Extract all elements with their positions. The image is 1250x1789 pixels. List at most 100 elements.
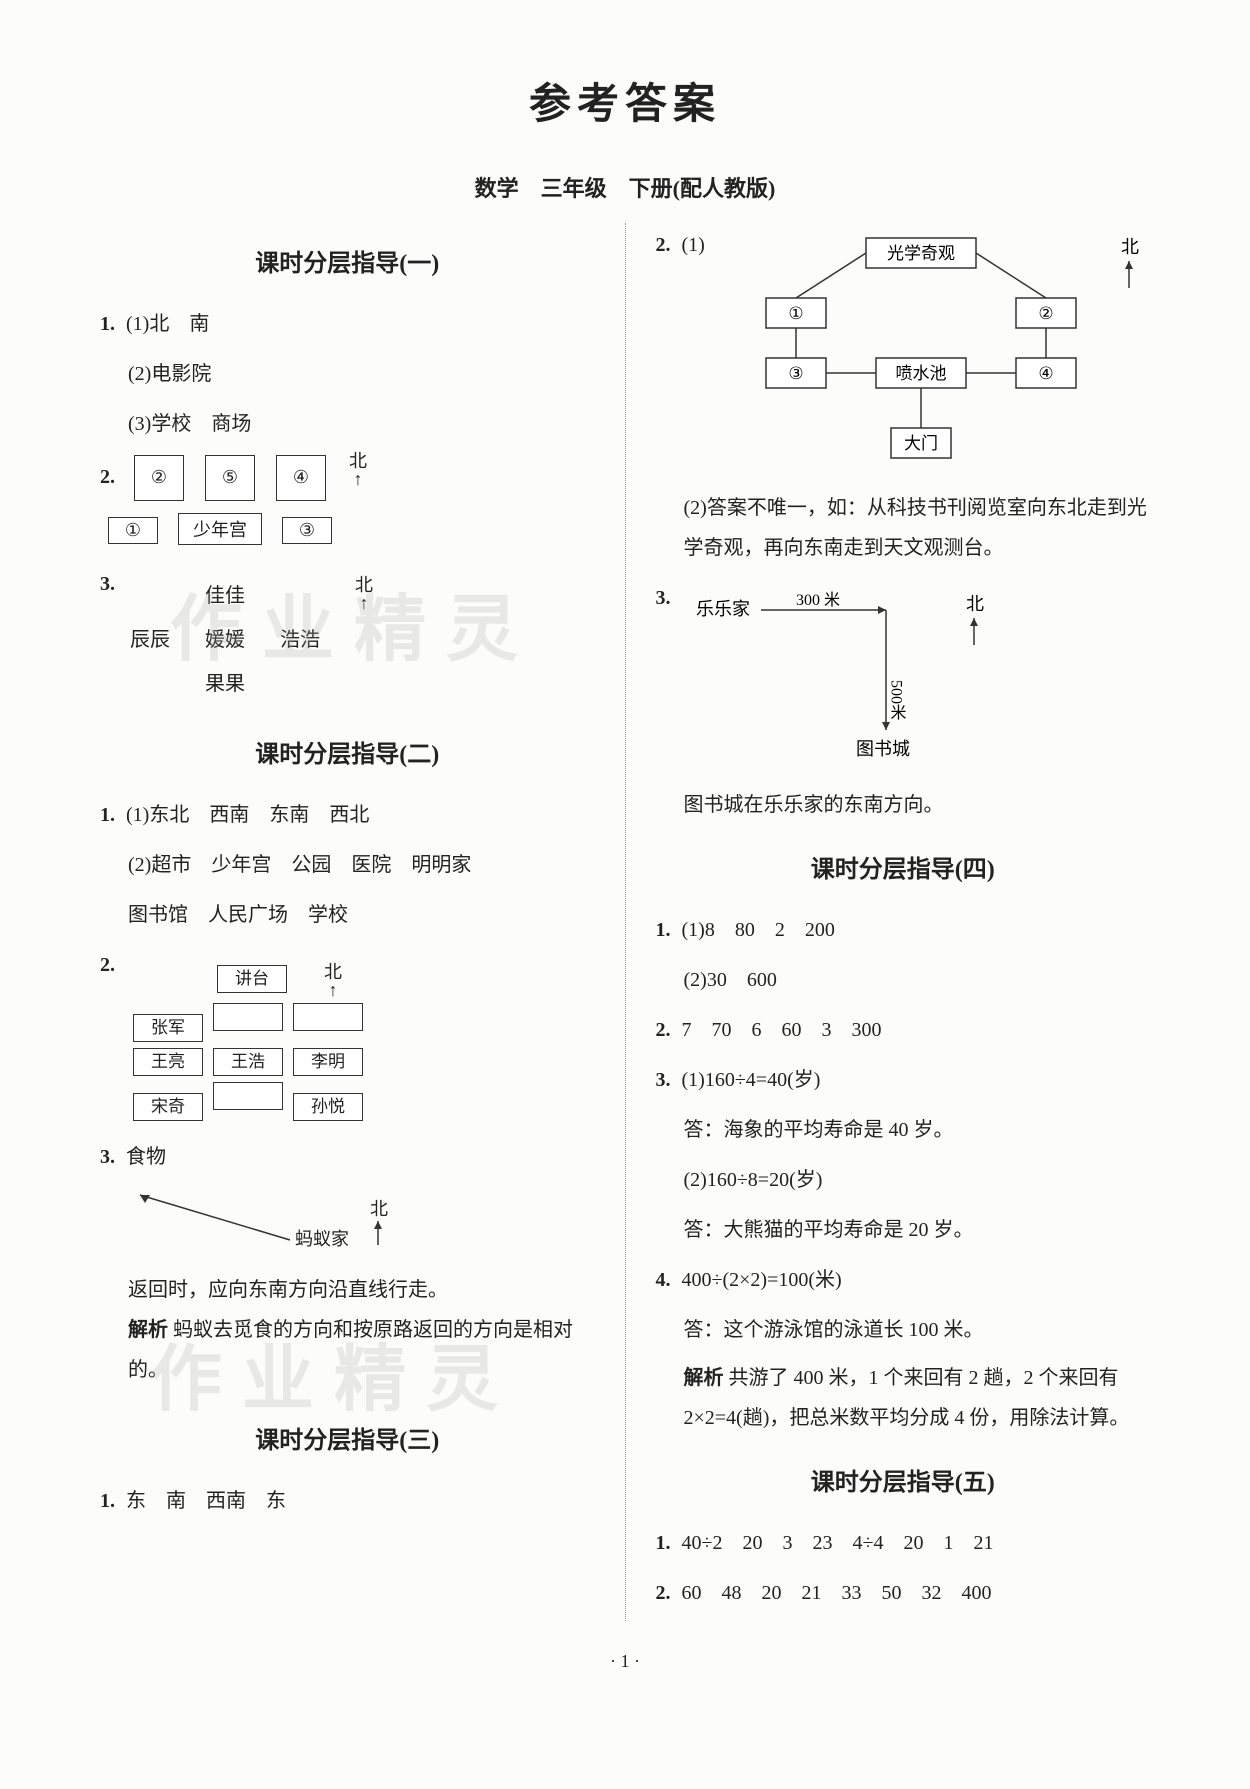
seat	[213, 1082, 283, 1110]
s3-q2-num: 2.	[656, 234, 671, 256]
s1-q2: 2. ② ⑤ ④ 北 ↑	[100, 452, 595, 504]
dist1-label: 300 米	[796, 591, 840, 609]
s1-q1-2: (2)电影院	[128, 352, 595, 396]
page-subtitle: 数学 三年级 下册(配人教版)	[100, 171, 1150, 203]
diagram-r2: ④	[1038, 364, 1053, 383]
grid-cell: 浩浩	[280, 620, 350, 660]
north-label: 北	[966, 594, 984, 614]
s4-q2-text: 7 70 6 60 3 300	[682, 1019, 882, 1041]
s1-q2-box: ④	[276, 455, 326, 501]
analysis-label: 解析	[684, 1367, 724, 1389]
seat	[213, 1003, 283, 1031]
analysis-text: 蚂蚁去觅食的方向和按原路返回的方向是相对的。	[128, 1319, 573, 1381]
north-label: 北	[370, 1199, 388, 1219]
s1-q3-num: 3.	[100, 573, 115, 595]
map-diagram: 乐乐家 300 米 500米 图书城 北	[686, 590, 1151, 775]
north-indicator: 北 ↑	[349, 452, 367, 488]
s1-q2-box: 少年宫	[178, 513, 262, 545]
s2-q3-answer: 返回时，应向东南方向沿直线行走。	[128, 1270, 595, 1310]
north-label: 北	[355, 576, 373, 594]
s3-q2-2: (2)答案不唯一，如：从科技书刊阅览室向东北走到光学奇观，再向东南走到天文观测台…	[684, 488, 1151, 568]
seat: 孙悦	[293, 1093, 363, 1121]
s4-q4-1: 400÷(2×2)=100(米)	[682, 1269, 842, 1291]
diagram-bottom: 大门	[904, 434, 938, 453]
north-indicator: 北 ↑	[324, 963, 342, 999]
s5-q1-text: 40÷2 20 3 23 4÷4 20 1 21	[682, 1532, 994, 1554]
seat: 李明	[293, 1048, 363, 1076]
s4-q4-a: 答：这个游泳馆的泳道长 100 米。	[684, 1308, 1151, 1352]
s1-q3-grid: 佳佳 北 ↑ 辰辰 媛媛 浩浩 果果	[100, 576, 595, 704]
s5-q1: 1. 40÷2 20 3 23 4÷4 20 1 21	[656, 1521, 1151, 1565]
diagram-top: 光学奇观	[887, 244, 955, 263]
fountain-diagram: 光学奇观 ① ② ③ 喷水池 ④ 大门	[726, 233, 1151, 478]
seat: 张军	[133, 1014, 203, 1042]
dest-label: 图书城	[856, 739, 910, 759]
diagram-mid: 喷水池	[895, 364, 946, 383]
left-column: 课时分层指导(一) 1. (1)北 南 (2)电影院 (3)学校 商场 2. ②…	[100, 223, 595, 1621]
section-2-heading: 课时分层指导(二)	[100, 734, 595, 769]
grid-cell: 辰辰	[130, 620, 200, 660]
s2-q1-3: 图书馆 人民广场 学校	[128, 893, 595, 937]
s4-q3-1a: 答：海象的平均寿命是 40 岁。	[684, 1108, 1151, 1152]
grid-cell: 佳佳	[205, 576, 275, 616]
s2-q1-num: 1.	[100, 804, 115, 826]
diagram-r1: ②	[1038, 304, 1053, 323]
north-label: 北	[1121, 237, 1139, 257]
s1-q2-box: ①	[108, 517, 158, 544]
s4-q3-num: 3.	[656, 1069, 671, 1091]
seat: 王浩	[213, 1048, 283, 1076]
s4-q4: 4. 400÷(2×2)=100(米)	[656, 1258, 1151, 1302]
s5-q2: 2. 60 48 20 21 33 50 32 400	[656, 1571, 1151, 1615]
seat-table: 讲台 北 ↑ 张军 王亮 王浩 李明 宋奇 孙悦	[100, 963, 595, 1123]
ant-home-label: 蚂蚁家	[295, 1229, 349, 1249]
dist2-label: 500米	[887, 680, 906, 720]
s1-q2-box: ②	[134, 455, 184, 501]
s4-q3-2: (2)160÷8=20(岁)	[684, 1158, 1151, 1202]
seat	[293, 1003, 363, 1031]
section-3-heading: 课时分层指导(三)	[100, 1420, 595, 1455]
s4-q4-analysis: 解析 共游了 400 米，1 个来回有 2 趟，2 个来回有 2×2=4(趟)，…	[684, 1358, 1151, 1438]
s4-q2: 2. 7 70 6 60 3 300	[656, 1008, 1151, 1052]
s3-q1-num: 1.	[100, 1490, 115, 1512]
s1-q2-row2: ① 少年宫 ③	[100, 510, 595, 548]
seat-podium: 讲台	[217, 965, 287, 993]
two-column-layout: 课时分层指导(一) 1. (1)北 南 (2)电影院 (3)学校 商场 2. ②…	[100, 223, 1150, 1621]
s2-q3-food: 食物	[126, 1146, 166, 1168]
s2-q3-analysis: 解析 蚂蚁去觅食的方向和按原路返回的方向是相对的。	[128, 1310, 595, 1390]
s1-q2-box: ⑤	[205, 455, 255, 501]
s1-q2-box: ③	[282, 517, 332, 544]
section-5-heading: 课时分层指导(五)	[656, 1462, 1151, 1497]
s4-q1-1: (1)8 80 2 200	[682, 919, 835, 941]
diagram-l1: ①	[788, 304, 803, 323]
grid-cell: 果果	[205, 664, 275, 704]
analysis-text: 共游了 400 米，1 个来回有 2 趟，2 个来回有 2×2=4(趟)，把总米…	[684, 1367, 1130, 1429]
s4-q3: 3. (1)160÷4=40(岁)	[656, 1058, 1151, 1102]
s5-q1-num: 1.	[656, 1532, 671, 1554]
home-label: 乐乐家	[696, 599, 750, 619]
north-label: 北	[349, 452, 367, 470]
s1-q1: 1. (1)北 南	[100, 302, 595, 346]
north-arrow-icon: ↑	[324, 981, 342, 999]
section-1-heading: 课时分层指导(一)	[100, 243, 595, 278]
s4-q1-num: 1.	[656, 919, 671, 941]
s5-q2-num: 2.	[656, 1582, 671, 1604]
s3-q1-text: 东 南 西南 东	[126, 1490, 286, 1512]
s2-q1: 1. (1)东北 西南 东南 西北	[100, 793, 595, 837]
north-arrow-icon: ↑	[349, 470, 367, 488]
s4-q1-2: (2)30 600	[684, 958, 1151, 1002]
s3-q3-answer: 图书城在乐乐家的东南方向。	[684, 785, 1151, 825]
s1-q1-3: (3)学校 商场	[128, 402, 595, 446]
seat: 宋奇	[133, 1093, 203, 1121]
page-title: 参考答案	[100, 70, 1150, 131]
seat: 王亮	[133, 1048, 203, 1076]
right-column: 2. (1) 光学奇观 ① ② ③ 喷水池 ④	[656, 223, 1151, 1621]
s1-q2-num: 2.	[100, 466, 115, 488]
s3-q3-num: 3.	[656, 587, 671, 609]
section-4-heading: 课时分层指导(四)	[656, 849, 1151, 884]
north-arrow-icon: ↑	[355, 594, 373, 612]
s3-q1: 1. 东 南 西南 东	[100, 1479, 595, 1523]
s2-q2-num: 2.	[100, 954, 115, 976]
s4-q3-1: (1)160÷4=40(岁)	[682, 1069, 821, 1091]
diagram-l2: ③	[788, 364, 803, 383]
s4-q2-num: 2.	[656, 1019, 671, 1041]
